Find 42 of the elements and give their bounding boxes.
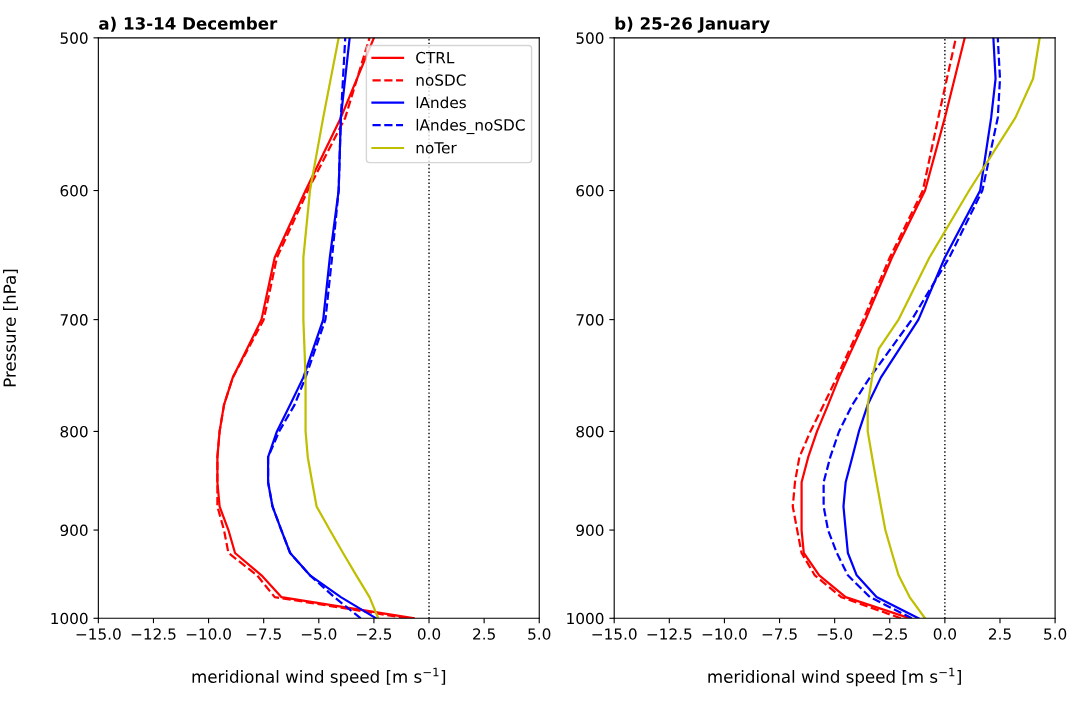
- x-tick-label: 0.0: [417, 628, 441, 640]
- x-tick-label: 2.5: [473, 628, 495, 640]
- x-tick-label: −2.5: [872, 628, 907, 640]
- y-tick-label: 1000: [51, 612, 88, 625]
- legend-label: noTer: [416, 142, 457, 154]
- x-tick-label: −5.0: [817, 628, 853, 640]
- y-tick-label: 600: [60, 184, 88, 197]
- x-tick-label: −2.5: [356, 628, 392, 640]
- y-tick-label: 600: [576, 184, 604, 197]
- y-tick-label: 800: [576, 425, 604, 438]
- x-tick-label: −12.5: [131, 628, 176, 640]
- legend-label: noSDC: [416, 74, 466, 86]
- line-series: [866, 37, 1041, 619]
- x-axis-title: meridional wind speed [m s$^{−1}$]: [708, 667, 961, 687]
- x-tick-label: −7.5: [246, 628, 281, 640]
- x-tick-label: 5.0: [528, 628, 551, 640]
- line-series: [302, 37, 380, 619]
- legend-label: lAndes: [416, 96, 466, 109]
- x-tick-label: −15.0: [592, 628, 637, 640]
- y-tick-label: 1000: [567, 612, 604, 625]
- y-axis-title: Pressure [hPa]: [3, 269, 18, 387]
- legend-label: CTRL: [416, 51, 455, 64]
- y-tick-label: 900: [576, 524, 604, 537]
- x-tick-label: −12.5: [647, 628, 692, 640]
- y-tick-label: 800: [60, 425, 88, 438]
- legend-label: lAndes_noSDC: [416, 118, 525, 135]
- x-tick-label: −10.0: [186, 628, 231, 640]
- y-tick-label: 700: [60, 314, 88, 326]
- x-tick-label: −10.0: [702, 628, 747, 640]
- chart-title: b) 25-26 January: [615, 16, 770, 34]
- y-tick-label: 700: [576, 314, 604, 326]
- chart-title: a) 13-14 December: [99, 16, 278, 32]
- x-axis-title: meridional wind speed [m s$^{−1}$]: [192, 667, 446, 687]
- y-tick-label: 500: [576, 32, 604, 44]
- x-tick-label: −5.0: [301, 628, 337, 640]
- x-tick-label: 0.0: [933, 628, 957, 640]
- y-tick-label: 900: [60, 524, 88, 537]
- x-tick-label: −7.5: [762, 628, 797, 640]
- x-tick-label: −15.0: [76, 628, 121, 640]
- y-tick-label: 500: [60, 32, 88, 44]
- x-tick-label: 2.5: [988, 628, 1011, 640]
- x-tick-label: 5.0: [1044, 628, 1067, 640]
